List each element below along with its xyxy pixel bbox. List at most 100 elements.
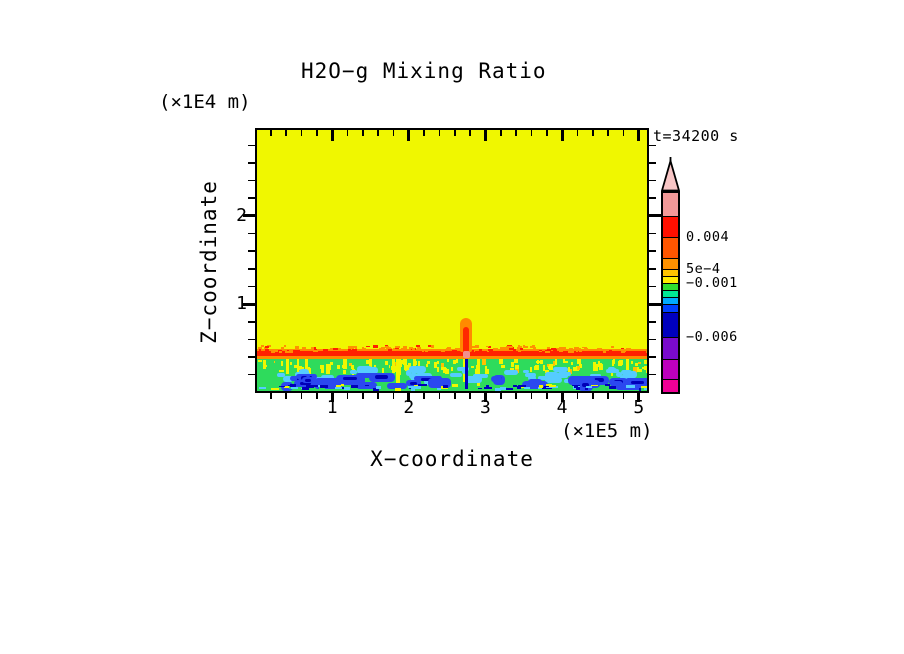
yellow-fleck: [298, 366, 303, 371]
band-fringe-speckle: [445, 347, 449, 351]
yellow-streak: [626, 359, 629, 382]
yellow-fleck: [645, 366, 647, 370]
x-minor-tick-top: [362, 130, 364, 136]
plot-area: [255, 128, 649, 393]
band-fringe-speckle: [583, 348, 589, 351]
band-fringe-speckle: [350, 347, 354, 350]
band-speckle: [517, 349, 524, 352]
yellow-streak: [412, 359, 417, 374]
z-minor-tick-left: [248, 338, 255, 341]
z-minor-tick-left: [248, 268, 255, 270]
x-major-tick-top: [483, 130, 487, 141]
yellow-fleck: [554, 359, 558, 365]
yellow-fleck: [630, 360, 633, 364]
yellow-fleck: [408, 363, 411, 368]
band-fringe-speckle: [301, 346, 306, 349]
band-speckle: [350, 349, 356, 352]
bottom-speckle: [442, 385, 449, 388]
x-minor-tick-bottom: [300, 392, 303, 399]
band-speckle: [293, 350, 300, 352]
yellow-fleck: [290, 361, 293, 366]
band-speckle: [620, 350, 625, 353]
yellow-fleck: [440, 363, 444, 368]
yellow-fleck: [445, 369, 449, 374]
bottom-speckle: [575, 387, 581, 390]
colorbar-segment: [663, 290, 678, 297]
yellow-fleck: [404, 365, 409, 372]
band-fringe-speckle: [471, 345, 477, 349]
band-speckle: [545, 351, 550, 354]
x-tick-label: 3: [480, 397, 491, 418]
band-fringe-speckle: [569, 347, 573, 350]
band-fringe-speckle: [339, 348, 343, 352]
band-fringe-speckle: [348, 346, 354, 349]
bottom-speckle: [335, 387, 342, 390]
x-minor-tick-top: [576, 130, 579, 136]
yellow-fleck: [636, 367, 639, 373]
colorbar-value-label: 5e−4: [686, 260, 721, 277]
x-minor-tick-bottom: [362, 392, 364, 399]
x-major-tick-top: [330, 130, 334, 141]
yellow-fleck: [612, 360, 614, 366]
yellow-streak: [477, 359, 481, 386]
cyan-patch: [356, 366, 372, 374]
x-minor-tick-top: [530, 130, 533, 136]
band-fringe-speckle: [447, 346, 451, 350]
band-speckle: [426, 349, 430, 351]
blue-blob: [491, 376, 503, 382]
yellow-fleck: [293, 364, 298, 368]
colorbar-arrow-icon: [661, 157, 680, 191]
band-speckle: [602, 351, 606, 354]
x-axis-title: X−coordinate: [370, 447, 534, 471]
blue-blob: [610, 380, 623, 389]
band-fringe-speckle: [258, 348, 262, 351]
yellow-fleck: [641, 367, 646, 370]
x-minor-tick-top: [285, 130, 287, 136]
x-minor-tick-top: [300, 130, 303, 136]
yellow-fleck: [548, 365, 551, 369]
band-speckle: [347, 349, 352, 352]
yellow-streak: [286, 359, 289, 375]
band-fringe-speckle: [430, 345, 435, 348]
band-speckle: [379, 351, 385, 353]
z-minor-tick-right: [648, 268, 656, 270]
blue-blob: [386, 382, 408, 389]
yellow-fleck: [443, 369, 447, 374]
band-fringe-speckle: [366, 345, 370, 348]
band-speckle: [370, 349, 374, 352]
z-minor-tick-right: [648, 338, 656, 341]
band-speckle: [425, 349, 428, 352]
yellow-fleck: [320, 367, 325, 374]
band-speckle: [597, 351, 604, 354]
bottom-speckle: [344, 386, 350, 390]
band-fringe-speckle: [402, 346, 408, 349]
yellow-fleck: [638, 361, 641, 365]
band-fringe-speckle: [519, 347, 524, 351]
band-speckle: [414, 350, 420, 353]
navy-core: [342, 376, 358, 381]
yellow-streak: [342, 359, 348, 370]
bottom-speckle: [495, 388, 502, 391]
yellow-fleck: [564, 360, 568, 363]
yellow-fleck: [273, 361, 276, 364]
blue-blob: [427, 378, 451, 389]
bottom-speckle: [524, 387, 530, 390]
band-fringe-speckle: [400, 347, 405, 351]
yellow-fleck: [441, 366, 446, 371]
band-speckle: [512, 350, 517, 353]
yellow-fleck: [534, 365, 539, 371]
bottom-speckle: [415, 385, 422, 389]
bottom-speckle: [311, 384, 319, 388]
colorbar: [661, 191, 680, 394]
z-major-tick-right: [648, 302, 661, 306]
blue-blob: [355, 373, 382, 379]
x-minor-tick-bottom: [453, 392, 456, 399]
yellow-fleck: [546, 363, 550, 367]
cyan-patch: [350, 370, 358, 375]
cyan-patch: [462, 369, 468, 374]
yellow-fleck: [577, 365, 581, 371]
cyan-patch: [624, 371, 637, 379]
yellow-fleck: [542, 364, 546, 371]
cyan-patch: [473, 373, 488, 378]
band-fringe-speckle: [267, 345, 272, 348]
